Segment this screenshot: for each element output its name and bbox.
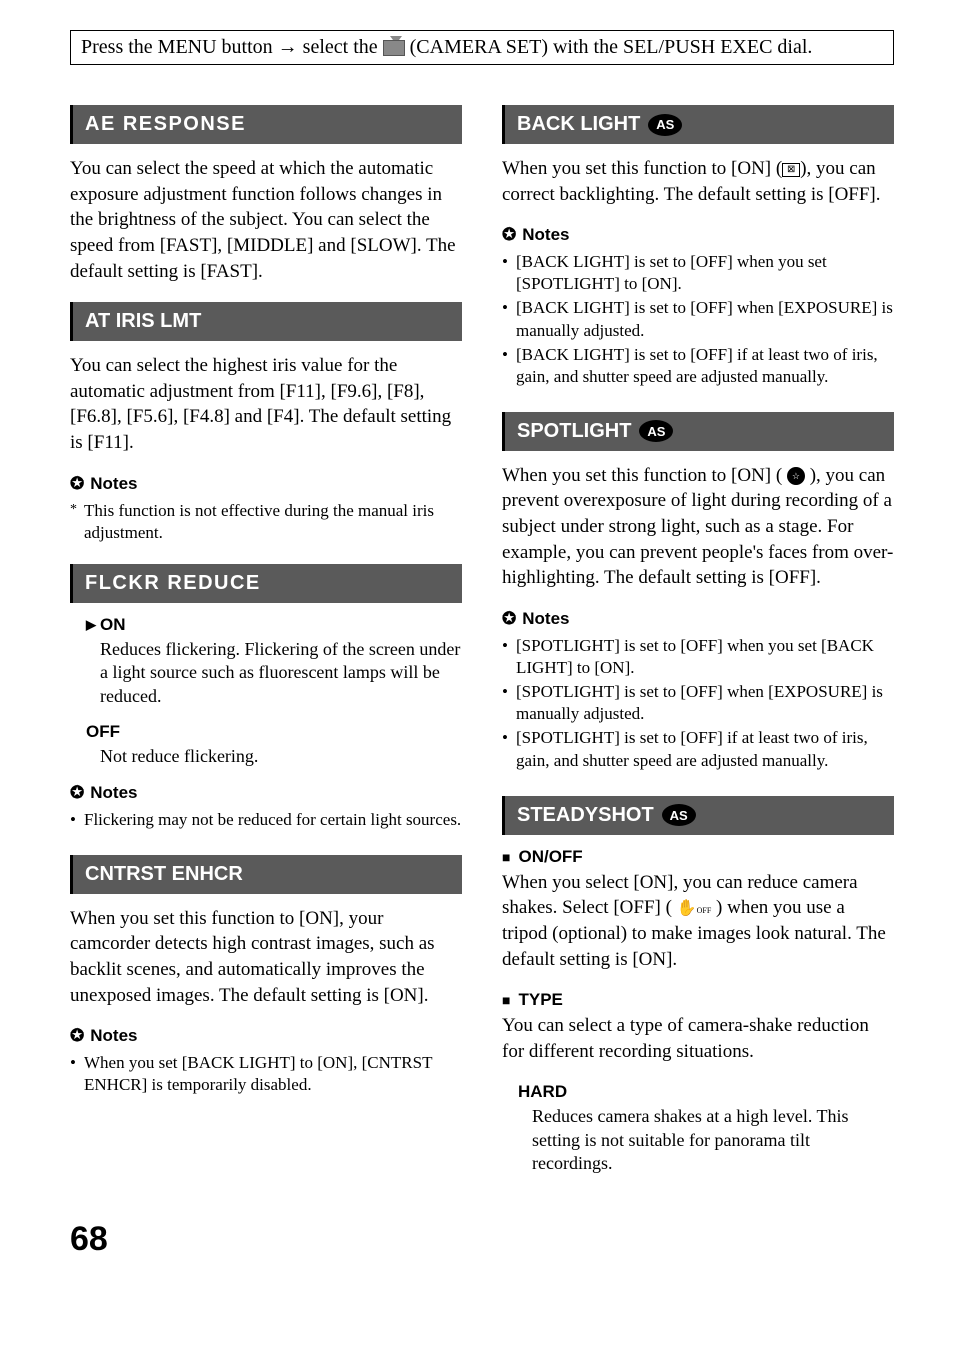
at-iris-notes: This function is not effective during th… [70, 500, 462, 544]
spotlight-body: When you set this function to [ON] ( ☆ )… [502, 463, 894, 591]
notes-label: Notes [90, 474, 137, 494]
notes-icon: ✪ [502, 609, 516, 629]
on-description: Reduces flickering. Flickering of the sc… [100, 638, 462, 708]
notes-heading: ✪ Notes [70, 1026, 462, 1046]
notes-label: Notes [522, 225, 569, 245]
hard-label: HARD [518, 1082, 567, 1102]
notes-heading: ✪ Notes [70, 783, 462, 803]
option-off: OFF [86, 722, 462, 742]
section-back-light: BACK LIGHT AS [502, 105, 894, 144]
note-item: [BACK LIGHT] is set to [OFF] when you se… [502, 251, 894, 295]
spotlight-pre: When you set this function to [ON] ( [502, 465, 787, 486]
off-description: Not reduce flickering. [100, 745, 462, 768]
onoff-heading: ■ ON/OFF [502, 847, 894, 867]
spotlight-icon: ☆ [787, 467, 805, 485]
cntrst-body: When you set this function to [ON], your… [70, 906, 462, 1009]
as-badge-icon: AS [662, 804, 696, 826]
section-steadyshot: STEADYSHOT AS [502, 796, 894, 835]
spotlight-title: SPOTLIGHT [517, 420, 631, 443]
arrow-icon: → [278, 36, 298, 58]
section-cntrst-enhcr: CNTRST ENHCR [70, 855, 462, 894]
section-flckr-reduce: FLCKR REDUCE [70, 564, 462, 603]
at-iris-body: You can select the highest iris value fo… [70, 353, 462, 456]
notes-label: Notes [522, 609, 569, 629]
on-label: ON [100, 615, 126, 635]
backlight-body: When you set this function to [ON] (⊠), … [502, 156, 894, 207]
onoff-label: ON/OFF [518, 847, 582, 867]
content-columns: AE RESPONSE You can select the speed at … [70, 105, 894, 1190]
onoff-body: When you select [ON], you can reduce cam… [502, 870, 894, 973]
note-item: [BACK LIGHT] is set to [OFF] if at least… [502, 344, 894, 388]
backlight-icon: ⊠ [782, 163, 800, 177]
option-hard: HARD [518, 1082, 894, 1102]
notes-heading: ✪ Notes [502, 609, 894, 629]
page-number: 68 [70, 1220, 894, 1259]
note-item: [SPOTLIGHT] is set to [OFF] when you set… [502, 635, 894, 679]
as-badge-icon: AS [639, 420, 673, 442]
camera-set-icon [383, 40, 405, 56]
section-ae-response: AE RESPONSE [70, 105, 462, 144]
note-item: Flickering may not be reduced for certai… [70, 809, 462, 831]
flckr-notes: Flickering may not be reduced for certai… [70, 809, 462, 831]
spotlight-notes: [SPOTLIGHT] is set to [OFF] when you set… [502, 635, 894, 772]
left-column: AE RESPONSE You can select the speed at … [70, 105, 462, 1190]
triangle-icon: ▶ [86, 617, 96, 633]
square-icon: ■ [502, 992, 510, 1008]
note-item: [SPOTLIGHT] is set to [OFF] when [EXPOSU… [502, 681, 894, 725]
notes-label: Notes [90, 783, 137, 803]
instruction-mid: select the [303, 36, 383, 58]
section-at-iris-lmt: AT IRIS LMT [70, 302, 462, 341]
backlight-pre: When you set this function to [ON] ( [502, 158, 782, 179]
note-item: When you set [BACK LIGHT] to [ON], [CNTR… [70, 1052, 462, 1096]
note-item: [SPOTLIGHT] is set to [OFF] if at least … [502, 727, 894, 771]
section-spotlight: SPOTLIGHT AS [502, 412, 894, 451]
backlight-notes: [BACK LIGHT] is set to [OFF] when you se… [502, 251, 894, 388]
cntrst-notes: When you set [BACK LIGHT] to [ON], [CNTR… [70, 1052, 462, 1096]
note-item: This function is not effective during th… [70, 500, 462, 544]
instruction-suffix: (CAMERA SET) with the SEL/PUSH EXEC dial… [410, 36, 813, 58]
type-heading: ■ TYPE [502, 990, 894, 1010]
steadyshot-title: STEADYSHOT [517, 804, 654, 827]
square-icon: ■ [502, 849, 510, 865]
notes-icon: ✪ [70, 783, 84, 803]
right-column: BACK LIGHT AS When you set this function… [502, 105, 894, 1190]
notes-icon: ✪ [70, 474, 84, 494]
note-item: [BACK LIGHT] is set to [OFF] when [EXPOS… [502, 297, 894, 341]
notes-icon: ✪ [70, 1026, 84, 1046]
type-label: TYPE [518, 990, 562, 1010]
instruction-prefix: Press the MENU button [81, 36, 278, 58]
type-body: You can select a type of camera-shake re… [502, 1013, 894, 1064]
breadcrumb-instruction: Press the MENU button → select the (CAME… [70, 30, 894, 65]
back-light-title: BACK LIGHT [517, 113, 640, 136]
hard-description: Reduces camera shakes at a high level. T… [532, 1105, 894, 1175]
notes-label: Notes [90, 1026, 137, 1046]
hand-off-icon: ✋OFF [677, 898, 712, 920]
notes-heading: ✪ Notes [70, 474, 462, 494]
notes-heading: ✪ Notes [502, 225, 894, 245]
option-on: ▶ ON [86, 615, 462, 635]
ae-response-body: You can select the speed at which the au… [70, 156, 462, 284]
notes-icon: ✪ [502, 225, 516, 245]
off-label: OFF [86, 722, 120, 742]
as-badge-icon: AS [648, 114, 682, 136]
